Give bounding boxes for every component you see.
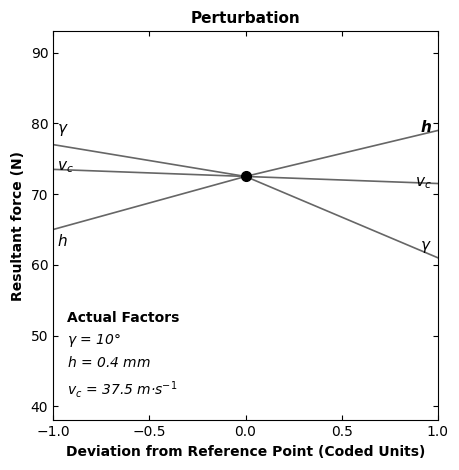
Text: $\gamma$ = 10°: $\gamma$ = 10° <box>67 332 120 349</box>
Text: $v_c$: $v_c$ <box>57 159 73 175</box>
Text: $h$ = 0.4 mm: $h$ = 0.4 mm <box>67 355 150 370</box>
Text: $h$: $h$ <box>57 233 67 249</box>
X-axis label: Deviation from Reference Point (Coded Units): Deviation from Reference Point (Coded Un… <box>66 445 424 459</box>
Y-axis label: Resultant force (N): Resultant force (N) <box>11 151 25 301</box>
Title: Perturbation: Perturbation <box>190 11 300 26</box>
Text: $\gamma$: $\gamma$ <box>420 239 431 255</box>
Text: $\boldsymbol{h}$: $\boldsymbol{h}$ <box>419 119 431 135</box>
Text: $v_c$: $v_c$ <box>414 176 431 191</box>
Text: $v_c$ = 37.5 m·s$^{-1}$: $v_c$ = 37.5 m·s$^{-1}$ <box>67 379 177 400</box>
Text: Actual Factors: Actual Factors <box>67 311 179 325</box>
Text: $\gamma$: $\gamma$ <box>57 122 68 138</box>
